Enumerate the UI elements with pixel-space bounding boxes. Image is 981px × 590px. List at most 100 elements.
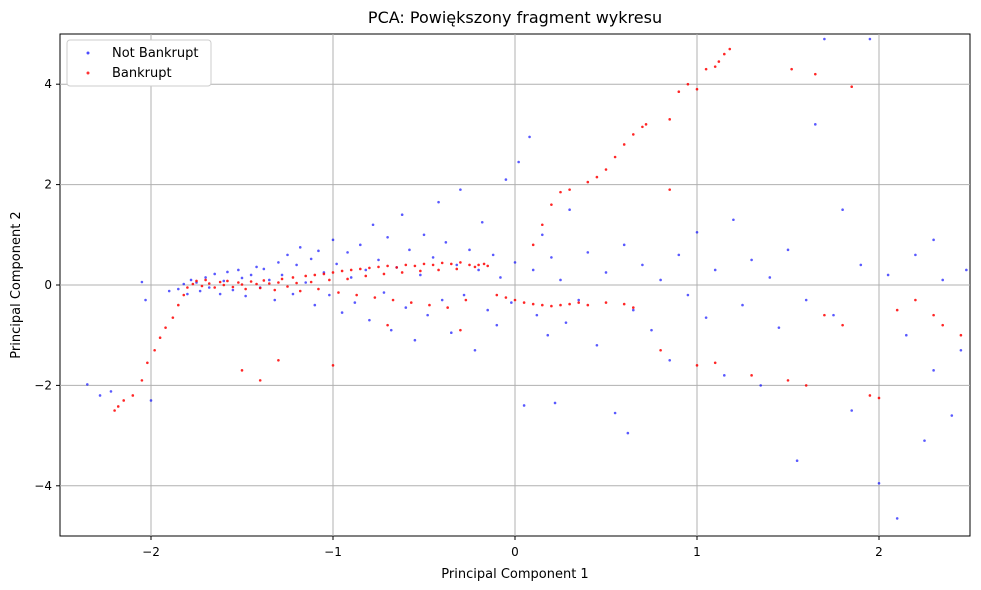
bankrupt-point — [277, 359, 280, 362]
bankrupt-point — [895, 308, 899, 312]
bankrupt-point — [391, 298, 395, 302]
x-tick-label: −1 — [324, 545, 342, 559]
bankrupt-point — [668, 118, 671, 121]
bankrupt-point — [322, 272, 326, 276]
not-bankrupt-point — [419, 273, 422, 277]
bankrupt-point — [298, 289, 302, 293]
not-bankrupt-point — [189, 278, 193, 282]
bankrupt-point — [550, 304, 553, 308]
bankrupt-point — [328, 278, 331, 282]
bankrupt-point — [559, 303, 562, 307]
bankrupt-point — [686, 82, 690, 86]
not-bankrupt-point — [286, 253, 289, 257]
bankrupt-point — [522, 301, 526, 304]
y-tick-label: 0 — [44, 278, 52, 292]
bankrupt-point — [459, 261, 462, 264]
not-bankrupt-point — [604, 271, 608, 274]
not-bankrupt-point — [368, 318, 371, 322]
series-not-bankrupt — [86, 37, 968, 520]
y-axis-label: Principal Component 2 — [9, 211, 24, 358]
bankrupt-point — [331, 271, 335, 274]
not-bankrupt-point — [459, 188, 462, 191]
not-bankrupt-point — [317, 249, 320, 253]
not-bankrupt-point — [328, 293, 331, 297]
bankrupt-point — [164, 326, 167, 329]
bankrupt-point — [786, 379, 790, 382]
bankrupt-point — [750, 374, 753, 377]
not-bankrupt-point — [486, 308, 490, 312]
not-bankrupt-point — [462, 293, 466, 297]
bankrupt-point — [373, 296, 377, 299]
not-bankrupt-point — [413, 338, 417, 342]
x-tick-label: 0 — [511, 545, 519, 559]
not-bankrupt-point — [641, 263, 644, 267]
bankrupt-point — [240, 369, 244, 372]
bankrupt-point — [146, 361, 149, 365]
not-bankrupt-point — [455, 263, 459, 267]
not-bankrupt-point — [222, 279, 226, 283]
bankrupt-point — [153, 348, 156, 352]
bankrupt-point — [186, 286, 189, 289]
ticks-layer: −2 −1 0 1 2 −4 −2 0 2 4 — [34, 77, 883, 559]
bankrupt-point — [814, 72, 817, 76]
not-bankrupt-point — [517, 160, 520, 164]
y-tick-label: −4 — [34, 479, 52, 493]
bankrupt-point — [116, 405, 120, 408]
bankrupt-point — [240, 283, 244, 286]
not-bankrupt-point — [677, 253, 681, 257]
bankrupt-point — [177, 303, 180, 307]
bankrupt-point — [473, 265, 477, 269]
not-bankrupt-point — [431, 256, 435, 259]
not-bankrupt-point — [522, 404, 526, 407]
not-bankrupt-point — [695, 230, 699, 234]
bankrupt-point — [171, 316, 175, 319]
not-bankrupt-point — [513, 261, 517, 264]
points-layer — [86, 37, 968, 520]
bankrupt-point — [468, 263, 471, 267]
bankrupt-point — [340, 269, 344, 273]
not-bankrupt-point — [426, 313, 429, 317]
not-bankrupt-point — [895, 517, 899, 520]
not-bankrupt-point — [437, 200, 440, 204]
bankrupt-point — [226, 279, 229, 283]
bankrupt-point — [258, 379, 262, 382]
bankrupt-point — [513, 298, 517, 302]
bankrupt-point — [331, 364, 335, 367]
not-bankrupt-point — [450, 331, 453, 334]
bankrupt-point — [704, 67, 708, 71]
bankrupt-point — [255, 282, 258, 286]
bankrupt-point — [413, 264, 417, 268]
bankrupt-point — [204, 278, 207, 282]
not-bankrupt-point — [704, 316, 708, 319]
bankrupt-point — [455, 267, 459, 271]
bankrupt-point — [464, 298, 468, 302]
bankrupt-point — [268, 282, 271, 285]
bankrupt-point — [346, 277, 349, 281]
not-bankrupt-point — [218, 292, 222, 296]
bankrupt-point — [717, 60, 721, 63]
not-bankrupt-point — [349, 276, 353, 279]
bankrupt-point — [440, 261, 444, 265]
bankrupt-point — [713, 361, 717, 365]
not-bankrupt-point — [668, 359, 671, 362]
not-bankrupt-point — [905, 333, 908, 337]
not-bankrupt-point — [304, 281, 308, 284]
not-bankrupt-point — [814, 123, 817, 126]
bankrupt-point — [286, 285, 289, 288]
bankrupt-point — [218, 280, 222, 284]
not-bankrupt-point — [841, 208, 844, 211]
bankrupt-point — [550, 203, 553, 206]
not-bankrupt-point — [622, 243, 626, 247]
bankrupt-point — [382, 272, 386, 276]
not-bankrupt-point — [768, 276, 772, 279]
bankrupt-point — [313, 273, 317, 277]
bankrupt-point — [437, 268, 440, 272]
bankrupt-point — [349, 268, 353, 272]
bankrupt-point — [422, 262, 426, 266]
not-bankrupt-point — [850, 409, 853, 412]
not-bankrupt-point — [298, 246, 302, 249]
bankrupt-point — [395, 266, 399, 269]
bankrupt-point — [258, 286, 262, 290]
not-bankrupt-point — [231, 288, 235, 292]
not-bankrupt-point — [686, 293, 690, 297]
